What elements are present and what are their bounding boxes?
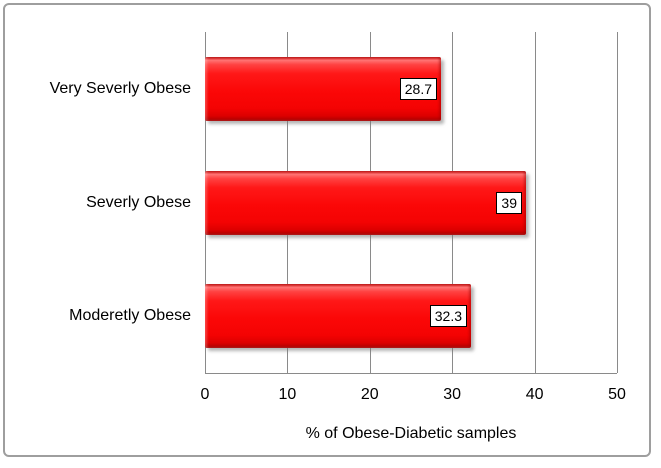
x-tick-label: 50 xyxy=(608,386,626,403)
bar: 32.3 xyxy=(205,284,471,348)
bar-data-label: 28.7 xyxy=(399,78,437,100)
x-tick-label: 20 xyxy=(360,386,379,403)
bar-data-label: 32.3 xyxy=(429,305,467,327)
x-axis-ticks: 0 10 20 30 40 50 xyxy=(5,386,661,406)
category-axis: Very Severly Obese Severly Obese Moderetly… xyxy=(5,32,191,373)
chart-frame: 28.7 39 32.3 Very Severly Obese Severly Obe… xyxy=(3,3,651,457)
x-tick-label: 10 xyxy=(278,386,297,403)
x-tick-label: 0 xyxy=(200,386,210,403)
bar: 39 xyxy=(205,171,526,235)
category-label: Severly Obese xyxy=(86,193,191,211)
bar-data-label: 39 xyxy=(496,192,522,214)
bar: 28.7 xyxy=(205,57,441,121)
gridline xyxy=(535,32,536,373)
x-axis-title: % of Obese-Diabetic samples xyxy=(305,425,517,442)
category-label: Very Severly Obese xyxy=(49,79,191,97)
x-tick-label: 30 xyxy=(443,386,462,403)
gridline xyxy=(617,32,618,373)
x-tick-label: 40 xyxy=(525,386,544,403)
plot-area: 28.7 39 32.3 xyxy=(205,32,618,374)
category-label: Moderetly Obese xyxy=(69,307,191,325)
